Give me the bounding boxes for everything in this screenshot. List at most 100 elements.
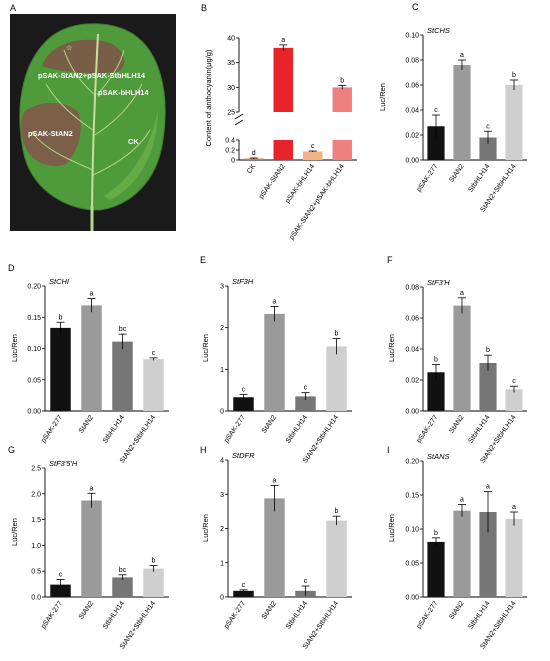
y-tick-label: 40	[227, 36, 235, 43]
y-axis-label: Luc/Ren	[387, 334, 396, 362]
significance-letter: a	[273, 298, 277, 305]
x-tick-label: pSAK-277	[416, 414, 440, 444]
y-tick-label: 0.02	[405, 378, 419, 385]
bar	[427, 541, 445, 597]
significance-letter: c	[311, 143, 315, 150]
x-tick-label: StAN2	[448, 414, 465, 435]
y-tick-label: 1.5	[31, 517, 41, 524]
x-tick-label: StbHLH14	[467, 414, 491, 445]
bar	[505, 85, 523, 160]
y-tick-label: 0	[220, 595, 224, 602]
leaf-midrib	[91, 33, 99, 223]
label-stan2-stbhlh14: pSAK-StAN2+pSAK-StbHLH14	[38, 71, 146, 80]
x-tick-label: pSAK-277	[223, 414, 247, 444]
bar-lower-segment	[332, 140, 352, 160]
y-axis-label: Luc/Ren	[10, 518, 19, 546]
y-axis-label: Luc/Ren	[387, 514, 396, 542]
x-tick-label: pSAK-277	[40, 414, 64, 444]
bar	[81, 500, 102, 597]
y-tick-label: 0.00	[405, 158, 419, 165]
y-tick-label: 3	[220, 492, 224, 499]
significance-letter: a	[512, 504, 516, 511]
x-tick-label: pSAK-StAN2	[258, 163, 287, 200]
axis-break-mark	[234, 113, 244, 126]
y-tick-label: 0.15	[405, 493, 419, 500]
x-tick-label: StAN2	[261, 600, 278, 621]
x-tick-label: StAN2+StbHLH14	[119, 414, 157, 464]
y-tick-label: 0.20	[405, 459, 419, 466]
y-tick-label: 0.08	[405, 58, 419, 65]
bar	[273, 47, 293, 112]
x-tick-label: StbHLH14	[102, 600, 126, 631]
significance-letter: b	[434, 530, 438, 537]
bar	[427, 126, 445, 160]
y-tick-label: 0.10	[405, 527, 419, 534]
leaf-vein	[31, 49, 151, 176]
bar	[453, 305, 471, 411]
y-tick-label: 0.08	[405, 285, 419, 292]
y-tick-label: 0.04	[405, 108, 419, 115]
x-tick-label: CK	[246, 163, 258, 175]
panel-b: B 25 30 35 40 0 0.2 0.4 Content of anthocyanin(μ…	[201, 3, 357, 241]
x-tick-label: StAN2	[261, 414, 278, 435]
significance-letter: d	[252, 150, 256, 157]
bar	[332, 87, 352, 112]
x-tick-label: pSAK-277	[416, 600, 440, 630]
chart-title: StF3'5'H	[49, 459, 78, 468]
y-tick-label: 1	[220, 560, 224, 567]
y-tick-label: 1	[220, 367, 224, 374]
significance-letter: c	[304, 385, 308, 392]
bar	[479, 512, 497, 597]
significance-letter: a	[460, 290, 464, 297]
y-tick-label: 3	[220, 284, 224, 291]
significance-letter: b	[152, 558, 156, 565]
bar	[233, 397, 254, 411]
y-tick-label: 0.2	[225, 148, 235, 155]
bar	[264, 313, 285, 411]
bar	[143, 359, 164, 411]
x-tick-label: StAN2	[78, 414, 95, 435]
significance-letter: c	[434, 107, 438, 114]
panel-d: D StCHI 0.00 0.05 0.10 0.15 0.20 Luc/Ren b pSAK-2…	[8, 263, 169, 465]
y-axis-label: Luc/Ren	[378, 83, 387, 111]
leaf-patch-top	[42, 39, 125, 74]
label-bhlh14: pSAK-bHLH14	[98, 88, 149, 97]
y-tick-label: 0.00	[405, 595, 419, 602]
y-tick-label: 0.00	[27, 409, 41, 416]
y-tick-label: 2	[220, 526, 224, 533]
significance-letter: a	[486, 484, 490, 491]
panel-f: F StF3'H 0.00 0.02 0.04 0.06 0.08 Luc/Ren b pSAK-…	[387, 255, 527, 465]
y-axis-label: Content of anthocyanin(μg/g)	[204, 49, 213, 146]
bar	[143, 568, 164, 597]
bar	[112, 341, 133, 411]
y-tick-label: 4	[220, 458, 224, 465]
y-tick-label: 0.15	[27, 315, 41, 322]
panel-g: G StF3'5'H 0.0 0.5 1.0 1.5 2.0 2.5 Luc/Ren c pSAK-…	[8, 445, 169, 651]
y-tick-label: 0	[231, 158, 235, 165]
panel-a: A ☆ pSAK-StAN2+pSAK-StbHLH14 pSAK-bHLH14…	[10, 3, 176, 231]
y-tick-label: 0	[220, 409, 224, 416]
x-tick-label: StAN2+StbHLH14	[302, 600, 340, 650]
panel-e: E StF3H 0 1 2 3 Luc/Ren c pSAK-277 a StAN2 c StbHLH1…	[200, 255, 352, 465]
significance-letter: c	[59, 571, 63, 578]
significance-letter: c	[304, 578, 308, 585]
bar	[303, 151, 323, 160]
bar	[50, 584, 71, 597]
chart-title: StCHI	[49, 277, 69, 286]
panel-letter: C	[412, 2, 419, 12]
x-tick-label: pSAK-277	[223, 600, 247, 630]
y-tick-label: 2	[220, 325, 224, 332]
panel-letter: D	[8, 263, 15, 273]
bar	[50, 327, 71, 411]
y-tick-label: 2.0	[31, 491, 41, 498]
chart-title: StF3H	[232, 277, 254, 286]
significance-letter: b	[434, 357, 438, 364]
significance-letter: a	[90, 485, 94, 492]
bar	[326, 346, 347, 411]
significance-letter: b	[335, 331, 339, 338]
chart-title: StANS	[427, 452, 450, 461]
y-tick-label: 0.10	[405, 33, 419, 40]
panel-letter: F	[387, 255, 393, 265]
y-tick-label: 25	[227, 110, 235, 117]
leaf-patch-left	[21, 103, 81, 167]
